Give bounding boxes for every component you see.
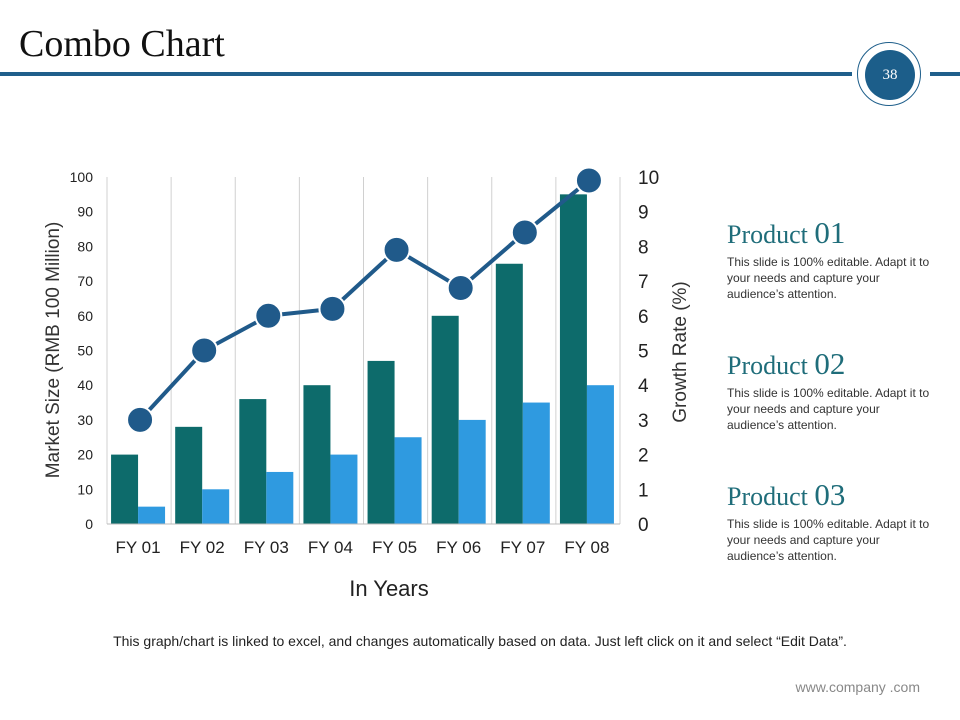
bar-series-2: [522, 402, 550, 524]
product-02-title: Product 02: [727, 346, 932, 381]
y-tick-label-right: 0: [638, 515, 649, 536]
bar-series-2: [330, 454, 358, 524]
y-tick-label-left: 70: [77, 273, 93, 289]
product-01-name: Product: [727, 220, 815, 249]
chart-bars: [111, 194, 614, 524]
y-tick-label-right: 3: [638, 411, 649, 432]
bar-series-2: [138, 506, 166, 524]
header-rule-left: [0, 72, 852, 76]
x-tick-label: FY 05: [372, 538, 417, 557]
y-tick-label-left: 90: [77, 204, 93, 220]
y-tick-label-right: 1: [638, 480, 649, 501]
growth-point: [126, 405, 155, 434]
growth-point: [446, 274, 475, 303]
product-02-name: Product: [727, 351, 815, 380]
bar-series-2: [266, 471, 294, 524]
y-tick-label-right: 9: [638, 203, 649, 224]
product-02-block: Product 02 This slide is 100% editable. …: [727, 346, 932, 433]
product-01-number: 01: [814, 215, 846, 250]
product-01-title: Product 01: [727, 215, 932, 250]
product-02-number: 02: [814, 346, 846, 381]
product-03-block: Product 03 This slide is 100% editable. …: [727, 477, 932, 564]
x-tick-label: FY 04: [308, 538, 353, 557]
product-03-title: Product 03: [727, 477, 932, 512]
y-tick-label-left: 100: [70, 169, 94, 185]
y-tick-label-right: 5: [638, 342, 649, 363]
y-tick-label-left: 0: [85, 516, 93, 532]
y-tick-label-left: 80: [77, 238, 93, 254]
growth-point: [382, 235, 411, 264]
header-rule-right: [930, 72, 960, 76]
x-tick-label: FY 07: [500, 538, 545, 557]
y-tick-label-left: 10: [77, 481, 93, 497]
bar-series-1: [175, 426, 203, 524]
growth-point: [254, 301, 283, 330]
y-axis-title: Market Size (RMB 100 Million): [43, 222, 64, 479]
x-tick-label: FY 01: [116, 538, 161, 557]
product-03-number: 03: [814, 477, 846, 512]
product-01-text: This slide is 100% editable. Adapt it to…: [727, 255, 930, 301]
bar-series-1: [431, 315, 459, 524]
y-tick-label-right: 2: [638, 446, 649, 467]
y-tick-label-right: 7: [638, 272, 649, 293]
x-tick-label: FY 06: [436, 538, 481, 557]
x-tick-label: FY 02: [180, 538, 225, 557]
y-tick-label-right: 10: [638, 168, 659, 189]
chart-growth-line: [126, 166, 603, 434]
bar-series-1: [303, 385, 331, 524]
x-tick-label: FY 03: [244, 538, 289, 557]
bar-series-1: [559, 194, 587, 524]
company-website[interactable]: www.company .com: [795, 679, 920, 695]
bar-series-1: [111, 454, 139, 524]
chart-footnote: This graph/chart is linked to excel, and…: [113, 633, 847, 649]
bar-series-2: [586, 385, 614, 524]
product-03-text: This slide is 100% editable. Adapt it to…: [727, 517, 930, 563]
bar-series-2: [458, 419, 486, 524]
bar-series-2: [202, 489, 230, 524]
growth-point: [318, 294, 347, 323]
product-02-text: This slide is 100% editable. Adapt it to…: [727, 386, 930, 432]
y-tick-label-left: 20: [77, 447, 93, 463]
chart-gridlines: [106, 177, 621, 524]
y-tick-label-left: 30: [77, 412, 93, 428]
bar-series-2: [394, 437, 422, 524]
y-tick-label-left: 40: [77, 377, 93, 393]
y-tick-label-right: 8: [638, 237, 649, 258]
y-tick-label-left: 60: [77, 308, 93, 324]
y-tick-label-right: 6: [638, 307, 649, 328]
slide-title: Combo Chart: [19, 23, 225, 65]
growth-point: [510, 218, 539, 247]
chart-axes: FY 01 FY 02 FY 03 FY 04 FY 05 FY 06 FY 07 FY 08…: [43, 168, 691, 601]
bar-series-1: [367, 360, 395, 524]
bar-series-1: [239, 399, 267, 524]
product-03-name: Product: [727, 482, 815, 511]
y2-axis-title: Growth Rate (%): [670, 281, 691, 422]
y-tick-label-left: 50: [77, 343, 93, 359]
y-tick-label-right: 4: [638, 376, 649, 397]
x-axis-title: In Years: [349, 576, 429, 601]
growth-point: [574, 166, 603, 195]
bar-series-1: [495, 263, 523, 524]
page-number-badge: 38: [865, 50, 915, 100]
growth-point: [190, 336, 219, 365]
product-01-block: Product 01 This slide is 100% editable. …: [727, 215, 932, 302]
x-tick-label: FY 08: [564, 538, 609, 557]
